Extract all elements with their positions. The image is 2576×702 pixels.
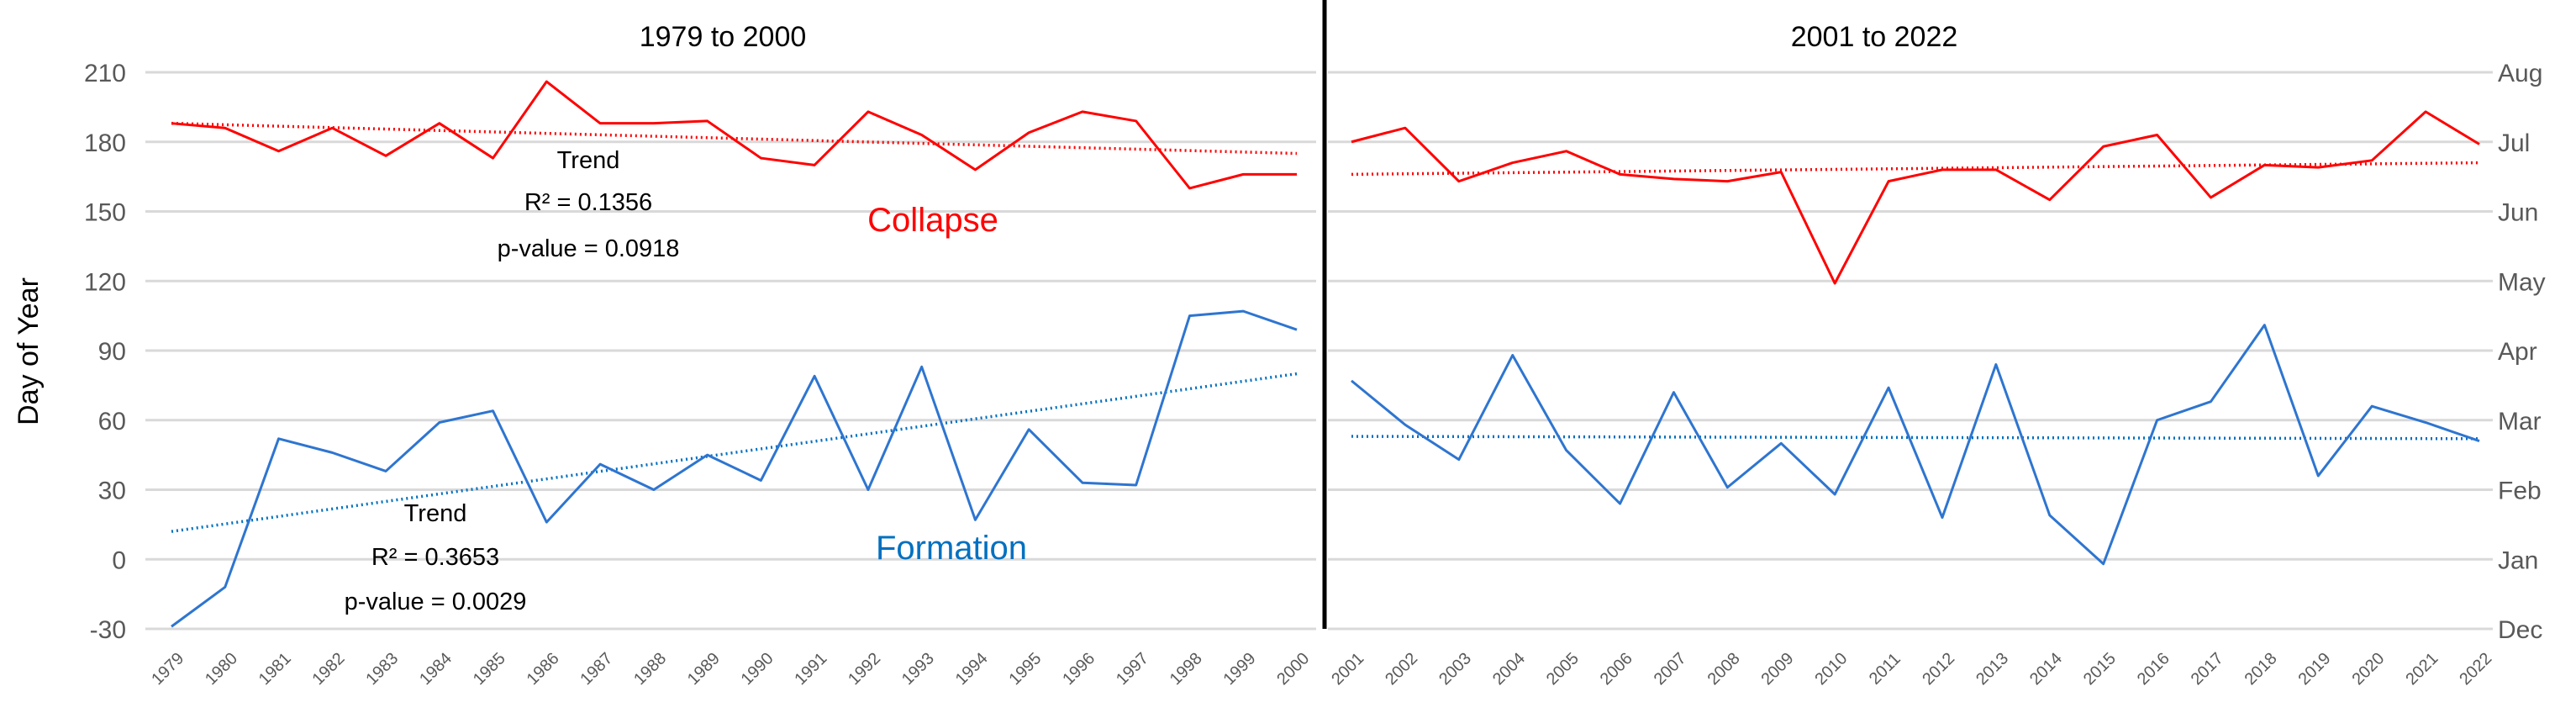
x-tick-label: 1986 [524, 649, 563, 689]
y-axis-label: Day of Year [13, 277, 45, 425]
x-tick-label: 2003 [1436, 649, 1475, 689]
x-tick-label: 1997 [1113, 649, 1152, 689]
y-tick-label: 150 [84, 199, 126, 227]
x-tick-label: 2007 [1651, 649, 1690, 689]
y-tick-label: 60 [98, 408, 126, 435]
collapse-trend-pvalue: p-value = 0.0918 [498, 235, 680, 262]
x-tick-label: 2011 [1866, 650, 1904, 689]
x-tick-label: 1987 [577, 649, 616, 689]
y-tick-label: 90 [98, 338, 126, 366]
y-tick-label: 120 [84, 268, 126, 296]
x-tick-label: 1983 [362, 649, 402, 689]
collapse-trend-r2: R² = 0.1356 [524, 189, 652, 216]
formation-trend-line [1351, 436, 2479, 439]
collapse-trend-line [1351, 163, 2479, 175]
x-tick-label: 1985 [470, 649, 509, 689]
y-tick-label-month: Dec [2498, 616, 2542, 644]
x-tick-label: 1990 [738, 649, 777, 689]
x-tick-label: 2012 [1919, 649, 1958, 689]
x-tick-label: 2021 [2402, 649, 2442, 689]
formation-trend-line [171, 374, 1297, 532]
formation-trend-label: Trend [404, 500, 467, 527]
x-tick-label: 2014 [2026, 649, 2066, 689]
x-tick-label: 2008 [1704, 649, 1744, 689]
x-tick-label: 1979 [148, 649, 187, 689]
y-tick-label-month: Jun [2498, 199, 2538, 227]
x-tick-label: 1991 [791, 649, 830, 689]
formation-series-line [1351, 325, 2479, 564]
x-tick-label: 2002 [1382, 649, 1421, 689]
x-tick-label: 2006 [1597, 649, 1636, 689]
x-tick-label: 2005 [1543, 649, 1583, 689]
x-tick-label: 1984 [416, 649, 456, 689]
x-tick-label: 1994 [952, 649, 992, 689]
x-tick-label: 1988 [630, 649, 670, 689]
x-tick-label: 2020 [2348, 649, 2388, 689]
x-tick-label: 1998 [1167, 649, 1206, 689]
chart-title-right: 2001 to 2022 [1791, 21, 1958, 53]
x-tick-label: 1995 [1005, 649, 1045, 689]
collapse-series-line [171, 82, 1297, 188]
y-tick-label: -30 [90, 616, 126, 644]
x-tick-label: 1993 [898, 649, 938, 689]
collapse-series-line [1351, 112, 2479, 283]
x-tick-label: 2001 [1328, 649, 1367, 689]
y-tick-label-month: Apr [2498, 338, 2537, 366]
x-tick-label: 2000 [1273, 649, 1313, 689]
x-tick-label: 1992 [845, 649, 884, 689]
x-tick-label: 2009 [1757, 649, 1797, 689]
chart-title-left: 1979 to 2000 [640, 21, 807, 53]
x-tick-label: 1982 [309, 649, 349, 689]
x-tick-label: 2017 [2188, 649, 2227, 689]
y-tick-label: 0 [112, 546, 126, 574]
y-tick-label-month: Feb [2498, 478, 2542, 505]
x-tick-label: 1981 [255, 649, 295, 689]
x-tick-label: 2016 [2134, 649, 2173, 689]
x-tick-label: 2004 [1489, 649, 1529, 689]
y-tick-label: 210 [84, 60, 126, 87]
collapse-series-label: Collapse [867, 202, 998, 239]
x-tick-label: 2018 [2241, 649, 2281, 689]
y-tick-label: 180 [84, 129, 126, 157]
y-tick-label: 30 [98, 478, 126, 505]
collapse-trend-label: Trend [557, 147, 620, 174]
y-tick-label-month: Aug [2498, 60, 2542, 87]
x-tick-label: 2013 [1973, 649, 2012, 689]
x-tick-label: 1989 [684, 649, 724, 689]
x-tick-label: 2022 [2456, 649, 2495, 689]
x-tick-label: 2015 [2080, 649, 2120, 689]
formation-trend-pvalue: p-value = 0.0029 [345, 589, 527, 615]
x-tick-label: 1980 [202, 649, 241, 689]
y-tick-label-month: Jul [2498, 129, 2530, 157]
y-tick-label-month: Mar [2498, 408, 2542, 435]
y-tick-label-month: Jan [2498, 546, 2538, 574]
x-tick-label: 2019 [2295, 649, 2335, 689]
formation-trend-r2: R² = 0.3653 [371, 544, 499, 571]
formation-series-label: Formation [876, 530, 1027, 567]
x-tick-label: 2010 [1811, 649, 1851, 689]
x-tick-label: 1996 [1059, 649, 1098, 689]
y-tick-label-month: May [2498, 268, 2546, 296]
formation-series-line [171, 311, 1297, 626]
x-tick-label: 1999 [1220, 649, 1259, 689]
